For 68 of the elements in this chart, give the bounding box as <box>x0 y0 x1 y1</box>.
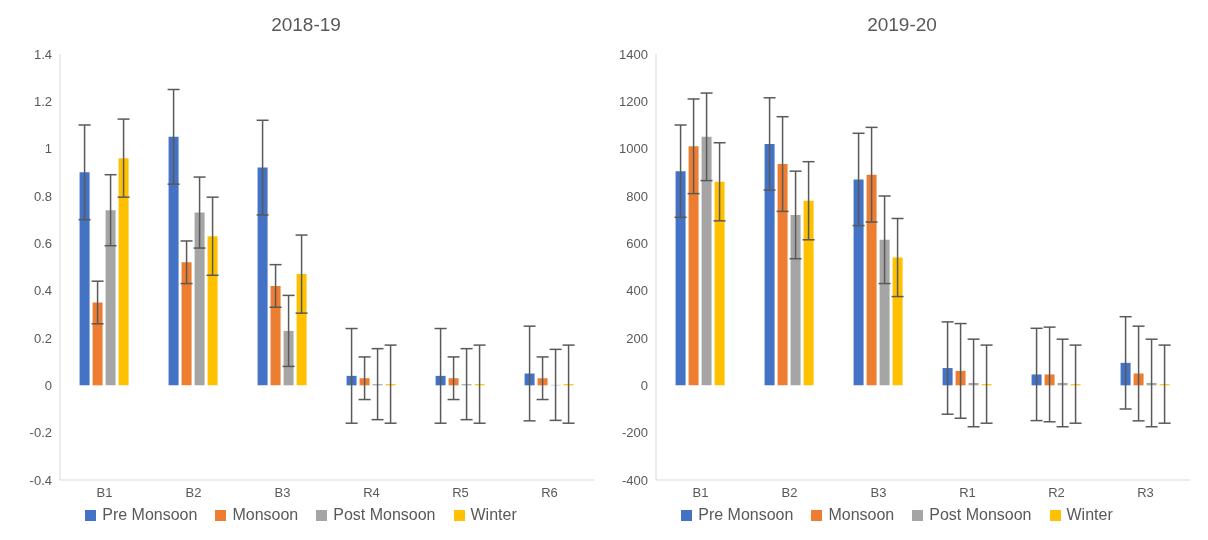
bar <box>118 158 129 386</box>
x-tick-label: B2 <box>781 485 798 501</box>
bar <box>675 171 686 386</box>
y-tick-label: -200 <box>621 425 648 441</box>
legend-label: Post Monsoon <box>929 506 1032 524</box>
bar <box>207 236 218 386</box>
bar <box>181 262 192 386</box>
y-tick-label: 1.4 <box>33 46 52 62</box>
legend-label: Monsoon <box>828 506 895 524</box>
bar <box>92 302 103 386</box>
chart-title: 2018-19 <box>270 14 342 37</box>
bar <box>790 214 801 386</box>
y-tick-label: 1400 <box>619 46 648 62</box>
bar <box>688 146 699 386</box>
y-tick-label: -0.4 <box>29 472 52 488</box>
bar <box>866 174 877 386</box>
bar <box>296 274 307 386</box>
y-tick-label: 200 <box>626 330 648 346</box>
x-tick-label: R2 <box>1048 485 1065 501</box>
y-tick-label: 1200 <box>619 93 648 109</box>
legend-label: Pre Monsoon <box>698 506 794 524</box>
legend-label: Winter <box>470 506 517 524</box>
legend-label: Monsoon <box>232 506 299 524</box>
y-tick-label: 0 <box>640 377 648 393</box>
bar <box>270 285 281 386</box>
chart-title: 2019-20 <box>866 14 938 37</box>
x-tick-label: B3 <box>274 485 291 501</box>
bar <box>701 136 712 386</box>
bar <box>257 167 268 386</box>
y-tick-label: 0 <box>44 377 52 393</box>
bar <box>194 212 205 386</box>
legend-label: Post Monsoon <box>333 506 436 524</box>
bar <box>1031 374 1042 386</box>
y-tick-label: 400 <box>626 283 648 299</box>
y-tick-label: 800 <box>626 188 648 204</box>
bar <box>168 136 179 386</box>
legend-label: Pre Monsoon <box>102 506 198 524</box>
bar <box>803 200 814 386</box>
y-tick-label: 0.4 <box>33 283 52 299</box>
y-tick-label: 1.2 <box>33 93 52 109</box>
x-tick-label: R1 <box>959 485 976 501</box>
bar <box>714 181 725 386</box>
x-tick-label: R4 <box>363 485 380 501</box>
bar <box>879 239 890 386</box>
y-tick-label: 0.6 <box>33 235 52 251</box>
x-tick-label: R3 <box>1137 485 1154 501</box>
bar <box>1044 374 1055 386</box>
bar <box>853 179 864 386</box>
x-tick-label: R6 <box>541 485 558 501</box>
x-tick-label: R5 <box>452 485 469 501</box>
y-tick-label: 1000 <box>619 141 648 157</box>
x-tick-label: B3 <box>870 485 887 501</box>
bar <box>79 172 90 386</box>
x-tick-label: B1 <box>692 485 709 501</box>
x-tick-label: B2 <box>185 485 202 501</box>
y-tick-label: 0.8 <box>33 188 52 204</box>
legend-label: Winter <box>1066 506 1113 524</box>
bar <box>764 143 775 386</box>
y-tick-label: 0.2 <box>33 330 52 346</box>
y-tick-label: -0.2 <box>29 425 52 441</box>
bar <box>777 164 788 386</box>
bar <box>892 257 903 386</box>
y-tick-label: 1 <box>44 141 52 157</box>
x-tick-label: B1 <box>96 485 113 501</box>
bar <box>283 330 294 386</box>
y-tick-label: -400 <box>621 472 648 488</box>
bar <box>105 210 116 386</box>
y-tick-label: 600 <box>626 235 648 251</box>
